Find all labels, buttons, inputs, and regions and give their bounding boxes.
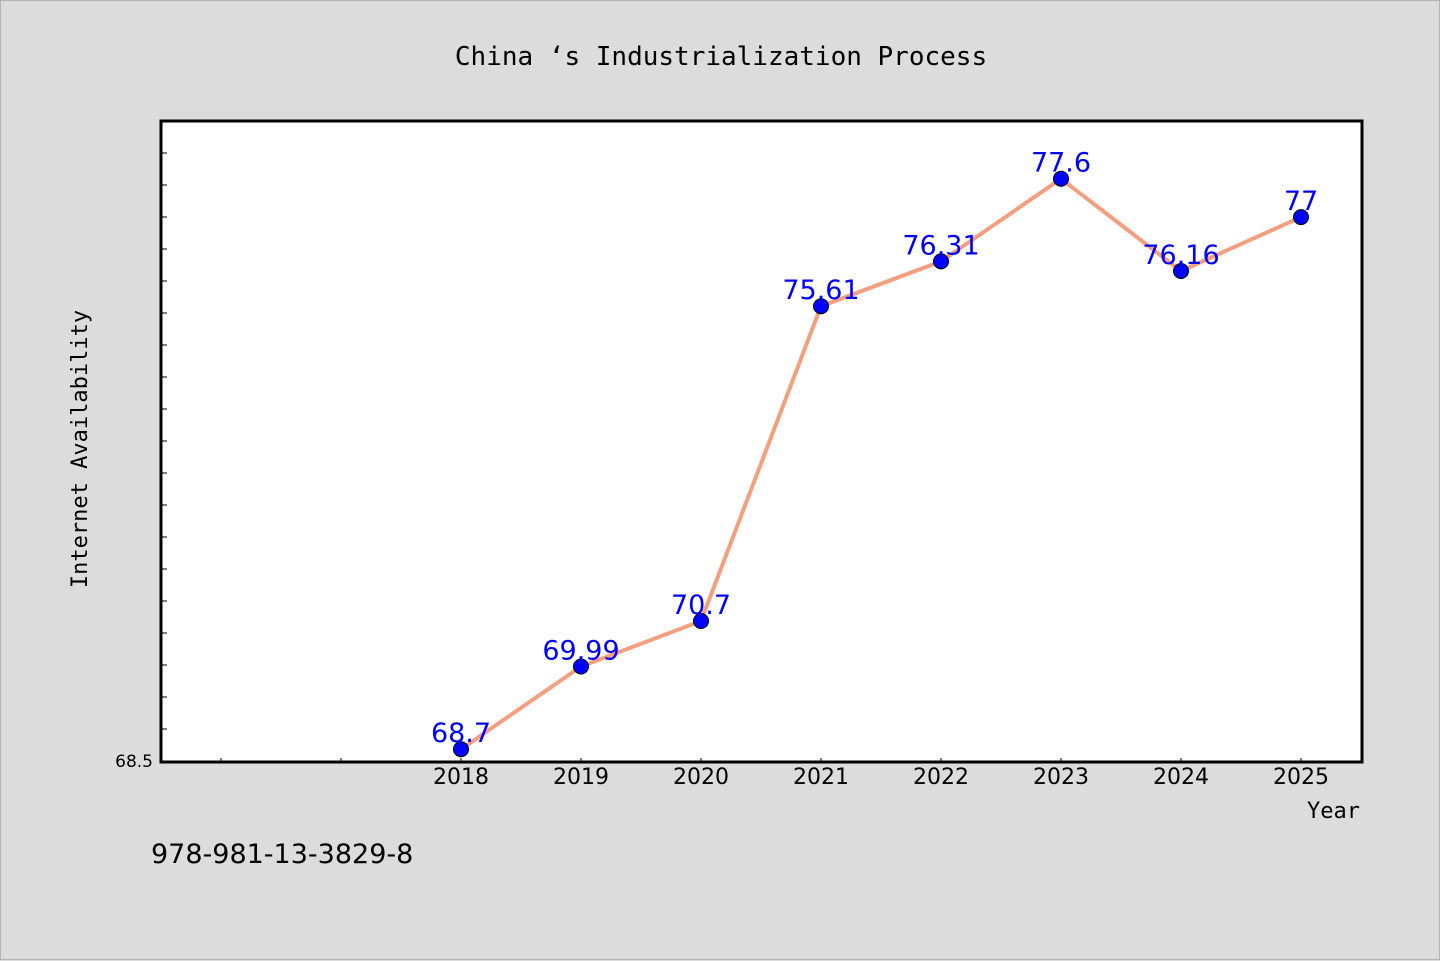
x-axis-label: Year <box>1307 799 1360 824</box>
data-label: 76.31 <box>902 230 979 261</box>
data-label: 77.6 <box>1031 148 1091 179</box>
data-point <box>1053 170 1069 187</box>
data-label: 76.16 <box>1142 240 1219 271</box>
data-label: 68.7 <box>431 718 491 749</box>
series-markers <box>453 170 1309 758</box>
x-tick-label: 2020 <box>673 765 729 790</box>
data-label: 75.61 <box>782 275 859 306</box>
data-point <box>933 253 949 270</box>
data-point <box>813 298 829 315</box>
x-tick-label: 2021 <box>793 765 849 790</box>
plot-area <box>161 121 1362 762</box>
data-point <box>453 741 469 758</box>
data-point <box>1173 263 1189 279</box>
x-tick-label: 2024 <box>1153 765 1209 790</box>
chart-title: China ‘s Industrialization Process <box>455 42 987 72</box>
x-tick-label: 2018 <box>433 765 489 790</box>
isbn-text: 978-981-13-3829-8 <box>151 839 413 870</box>
plot-frame <box>159 119 1364 764</box>
data-label: 69.99 <box>542 636 619 667</box>
data-point <box>693 613 709 629</box>
x-tick-label: 2022 <box>913 765 969 790</box>
x-tick-label: 2023 <box>1033 765 1089 790</box>
x-tick-label: 2019 <box>553 765 609 790</box>
data-label: 70.7 <box>671 590 731 621</box>
data-label: 77 <box>1284 186 1318 217</box>
x-tick-label: 2025 <box>1273 765 1329 790</box>
data-point <box>1293 209 1309 226</box>
series-line <box>459 176 1303 752</box>
data-labels: 68.7 69.99 70.7 75.61 76.31 77.6 76.16 77 <box>431 148 1318 750</box>
x-tick-labels: 2018 2019 2020 2021 2022 2023 2024 2025 <box>433 765 1329 790</box>
y-tick-label: 68.5 <box>115 752 153 772</box>
y-axis-label: Internet Availability <box>68 310 93 588</box>
data-point <box>573 658 589 675</box>
